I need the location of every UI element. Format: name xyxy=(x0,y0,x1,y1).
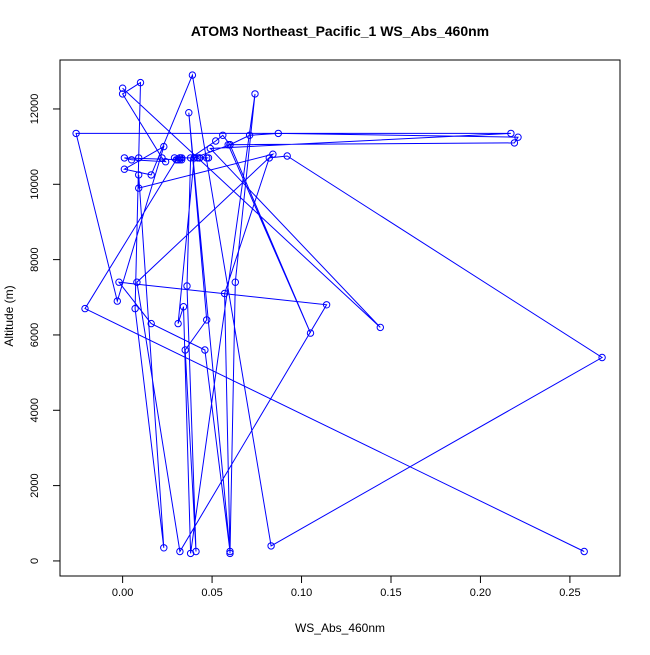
data-point xyxy=(176,154,184,162)
data-point xyxy=(245,131,254,140)
data-point xyxy=(81,304,89,313)
x-tick-label: 0.25 xyxy=(559,587,580,599)
data-point xyxy=(72,129,80,138)
data-point xyxy=(507,129,515,138)
data-point xyxy=(212,137,220,145)
data-point xyxy=(188,71,197,79)
data-point xyxy=(265,154,273,162)
data-point xyxy=(231,278,240,286)
y-tick-label: 8000 xyxy=(29,247,41,271)
data-point xyxy=(160,142,168,151)
data-point xyxy=(226,547,234,556)
data-point xyxy=(136,78,145,87)
series-layer xyxy=(72,71,606,558)
data-point xyxy=(206,144,215,153)
data-point xyxy=(135,154,143,162)
data-point xyxy=(201,346,209,354)
data-point xyxy=(598,353,606,362)
x-tick-label: 0.00 xyxy=(112,587,133,599)
series-line xyxy=(75,73,604,554)
data-point xyxy=(113,297,122,305)
data-point xyxy=(219,131,227,140)
x-tick-label: 0.05 xyxy=(201,587,222,599)
y-tick-label: 6000 xyxy=(29,323,41,347)
data-point xyxy=(133,278,141,286)
data-point xyxy=(283,152,291,160)
data-point xyxy=(376,323,384,332)
data-point xyxy=(147,171,155,179)
data-point xyxy=(120,154,129,162)
data-point xyxy=(186,549,195,558)
data-point xyxy=(174,319,182,328)
x-axis-label: WS_Abs_460nm xyxy=(295,621,385,635)
data-point xyxy=(160,544,168,552)
data-point xyxy=(115,278,123,286)
y-axis-label: Altitude (m) xyxy=(2,285,16,346)
y-tick-label: 12000 xyxy=(29,94,41,125)
x-axis: 0.00 0.05 0.10 0.15 0.20 0.25 xyxy=(112,575,581,599)
data-point xyxy=(131,304,139,313)
data-point xyxy=(226,549,234,558)
data-point xyxy=(127,156,136,164)
data-point xyxy=(185,109,193,117)
data-point xyxy=(120,165,129,173)
data-point xyxy=(580,547,588,556)
data-point xyxy=(118,84,127,92)
data-point xyxy=(251,90,259,98)
y-axis: 0 2000 4000 6000 8000 10000 12000 xyxy=(29,94,61,564)
data-point xyxy=(220,289,229,298)
data-point xyxy=(267,542,275,550)
data-point xyxy=(135,184,143,192)
data-point xyxy=(190,154,198,162)
data-point xyxy=(274,129,282,138)
data-point xyxy=(183,282,191,290)
data-point xyxy=(147,319,155,328)
data-point xyxy=(118,90,127,98)
y-tick-label: 2000 xyxy=(29,473,41,497)
data-point xyxy=(176,156,184,164)
x-tick-label: 0.10 xyxy=(291,587,312,599)
data-point xyxy=(226,141,234,149)
y-tick-label: 10000 xyxy=(29,169,41,200)
data-point xyxy=(135,171,143,179)
data-point xyxy=(181,346,189,354)
x-tick-label: 0.15 xyxy=(380,587,401,599)
data-point xyxy=(203,316,211,324)
data-point xyxy=(194,154,202,162)
data-point xyxy=(510,139,519,147)
data-point xyxy=(158,154,166,162)
plot-frame xyxy=(59,59,621,577)
data-point xyxy=(514,133,522,141)
data-point xyxy=(186,154,195,162)
data-point xyxy=(203,154,211,162)
chart-title: ATOM3 Northeast_Pacific_1 WS_Abs_460nm xyxy=(191,23,489,39)
y-tick-label: 0 xyxy=(29,558,41,564)
x-tick-label: 0.20 xyxy=(470,587,491,599)
data-point xyxy=(176,547,184,556)
data-point xyxy=(306,329,315,337)
data-point xyxy=(179,303,188,311)
y-tick-label: 4000 xyxy=(29,398,41,422)
data-point xyxy=(322,301,331,309)
